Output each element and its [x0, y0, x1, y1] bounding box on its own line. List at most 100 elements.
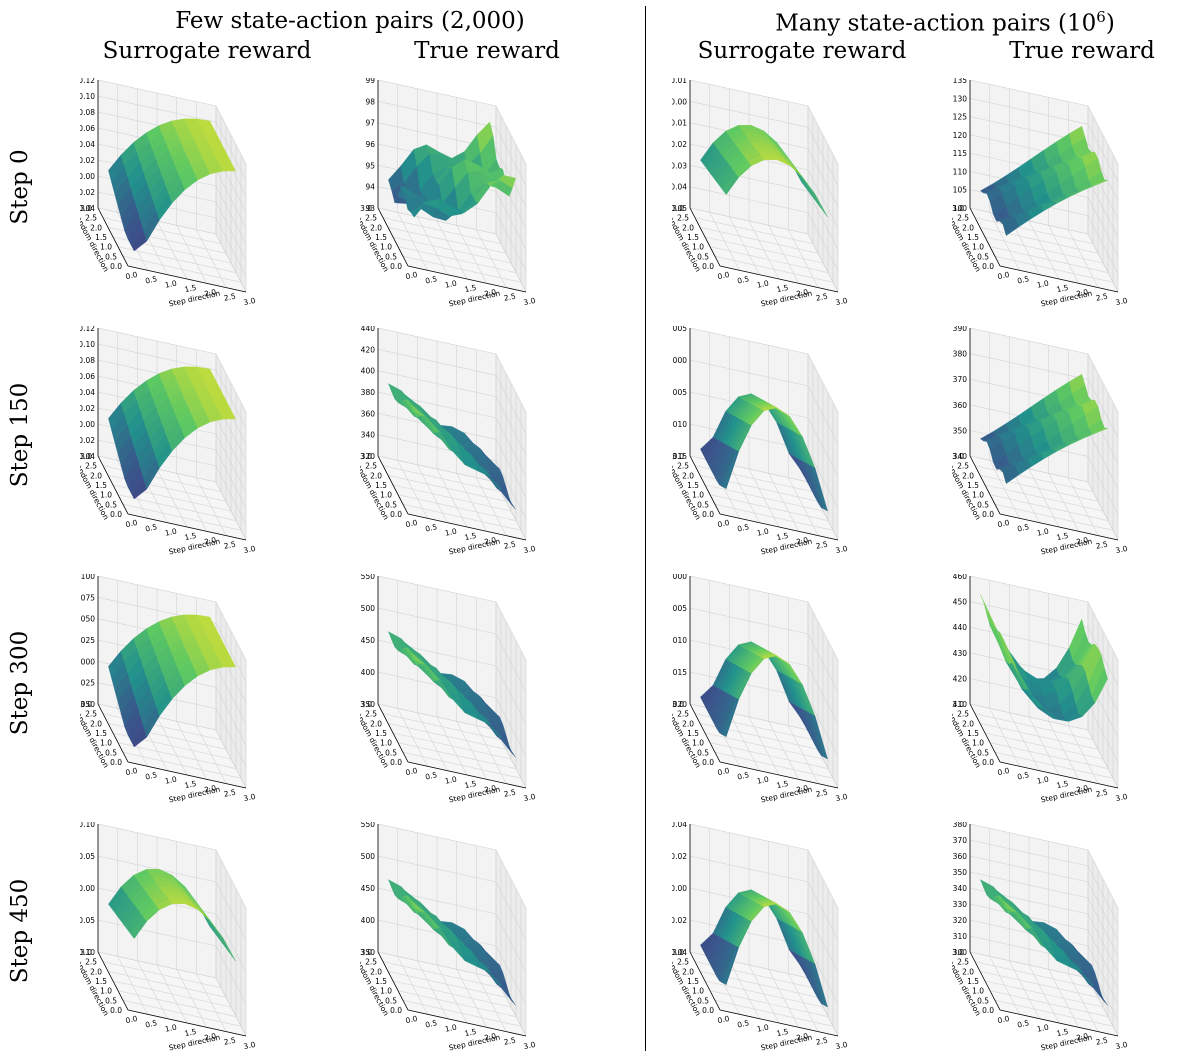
- y-tick-label: 0.5: [697, 996, 709, 1005]
- y-tick-label: 3.0: [80, 204, 92, 213]
- grid-line: [102, 961, 222, 988]
- x-tick-label: 3.0: [243, 296, 257, 307]
- x-tick-label: 0.5: [144, 522, 158, 533]
- z-tick-label: 350: [361, 948, 376, 957]
- x-tick-label: 1.0: [164, 527, 178, 538]
- grid-line: [215, 369, 247, 429]
- y-tick-label: 1.0: [972, 739, 984, 748]
- y-tick-label: 0.0: [390, 510, 402, 519]
- y-tick-label: 2.5: [365, 958, 377, 967]
- y-tick-label: 0.0: [390, 758, 402, 767]
- x-tick-label: 1.0: [164, 775, 178, 786]
- y-tick-label: 2.5: [957, 958, 969, 967]
- x-axis-line: [999, 265, 1119, 293]
- grid-line: [969, 79, 1089, 107]
- z-tick-label: -0.005: [672, 604, 687, 613]
- y-tick-label: 0.0: [982, 262, 994, 271]
- grid-line: [97, 823, 217, 851]
- x-tick-label: 2.0: [203, 535, 217, 546]
- grid-line: [1087, 881, 1119, 941]
- surface-facet: [811, 189, 828, 218]
- x-tick-label: 2.0: [203, 287, 217, 298]
- y-tick-label: 0.0: [702, 510, 714, 519]
- surface-facet: [219, 412, 236, 420]
- z-tick-label: 0.000: [672, 356, 687, 365]
- x-axis-line: [407, 761, 527, 789]
- grid-line: [215, 169, 247, 229]
- x-tick-label: 0.5: [424, 522, 438, 533]
- x-tick-label: 0.5: [736, 274, 750, 285]
- y-tick-label: 3.0: [360, 452, 372, 461]
- x-tick-label: 3.0: [835, 792, 849, 803]
- grid-line: [215, 601, 247, 661]
- y-tick-label: 0.0: [982, 510, 994, 519]
- surface-plot: 0.0 0.5 1.0 1.5 2.0 2.5 3.00.00.51.01.52.02.53…: [360, 78, 536, 308]
- surface-plot: 0.0 0.5 1.0 1.5 2.0 2.5 3.00.00.51.01.52.02.53…: [360, 326, 536, 556]
- y-tick-label: 3.0: [360, 700, 372, 709]
- grid-line: [1087, 865, 1119, 925]
- surface-plot-panel: 0.0 0.5 1.0 1.5 2.0 2.5 3.0 0.0 0.5 1.0 1.5 2.0 2.5 3…: [672, 78, 962, 310]
- surface-plot: 0.0 0.5 1.0 1.5 2.0 2.5 3.00.00.51.01.52.02.53…: [672, 822, 848, 1052]
- z-tick-label: 420: [953, 674, 968, 683]
- grid-line: [495, 601, 527, 661]
- z-tick-label: 430: [953, 649, 968, 658]
- y-tick-label: 0.5: [977, 748, 989, 757]
- grid-line: [215, 465, 247, 525]
- z-tick-label: 97: [365, 119, 375, 128]
- x-tick-label: 1.0: [756, 527, 770, 538]
- surface-plot: 0.0 0.5 1.0 1.5 2.0 2.5 3.00.00.51.01.52.02.53…: [80, 326, 256, 556]
- column-title: True reward: [1009, 38, 1155, 64]
- y-tick-label: 1.0: [692, 243, 704, 252]
- z-tick-label: 440: [361, 326, 376, 333]
- grid-line: [382, 713, 502, 740]
- x-tick-label: 2.0: [483, 287, 497, 298]
- z-tick-label: -0.015: [672, 452, 687, 461]
- grid-line: [807, 881, 839, 941]
- surface-plot: 0.0 0.5 1.0 1.5 2.0 2.5 3.00.00.51.01.52.02.53…: [952, 574, 1128, 804]
- y-tick-label: 2.5: [85, 958, 97, 967]
- x-tick-label: 0.5: [1016, 1018, 1030, 1029]
- surface-facet: [1091, 427, 1109, 434]
- z-tick-label: 0.025: [80, 636, 95, 645]
- grid-line: [1087, 913, 1119, 973]
- y-tick-label: 0.5: [105, 500, 117, 509]
- surface-plot-panel: 0.0 0.5 1.0 1.5 2.0 2.5 3.0 0.0 0.5 1.0 1.5 2.0 2.5 3…: [360, 822, 650, 1054]
- z-tick-label: 105: [953, 186, 968, 195]
- grid-line: [377, 327, 497, 355]
- grid-line: [495, 212, 527, 271]
- x-axis-line: [127, 1009, 247, 1037]
- y-axis-line: [689, 703, 721, 763]
- x-tick-label: 1.0: [444, 1023, 458, 1034]
- x-tick-label: 1.0: [444, 527, 458, 538]
- grid-line: [215, 353, 247, 413]
- surface-facet: [811, 713, 828, 760]
- x-tick-label: 0.0: [997, 1014, 1011, 1025]
- y-tick-label: 1.5: [687, 233, 699, 242]
- grid-line: [215, 201, 247, 261]
- z-tick-label: 0.05: [80, 852, 95, 861]
- grid-line: [1087, 849, 1119, 909]
- y-tick-label: 3.0: [952, 452, 964, 461]
- x-tick-label: 0.5: [1016, 770, 1030, 781]
- z-tick-label: 0.04: [80, 140, 95, 149]
- x-tick-label: 0.0: [997, 766, 1011, 777]
- x-axis-line: [407, 513, 527, 541]
- x-tick-label: 0.5: [1016, 522, 1030, 533]
- x-tick-label: 1.5: [776, 283, 790, 294]
- grid-line: [689, 575, 809, 603]
- y-tick-label: 0.5: [385, 500, 397, 509]
- y-tick-label: 0.5: [697, 748, 709, 757]
- surface-plot-panel: 0.0 0.5 1.0 1.5 2.0 2.5 3.0 0.0 0.5 1.0 1.5 2.0 2.5 3…: [672, 822, 962, 1054]
- grid-line: [689, 79, 809, 107]
- grid-line: [807, 127, 839, 186]
- grid-line: [97, 343, 217, 371]
- y-tick-label: 0.5: [977, 500, 989, 509]
- grid-line: [215, 217, 247, 277]
- grid-line: [215, 623, 247, 682]
- y-tick-label: 1.5: [375, 729, 387, 738]
- x-axis-line: [719, 1009, 839, 1037]
- grid-line: [969, 207, 1089, 235]
- y-tick-label: 3.0: [672, 204, 684, 213]
- y-tick-label: 3.0: [952, 700, 964, 709]
- z-tick-label: 330: [953, 900, 968, 909]
